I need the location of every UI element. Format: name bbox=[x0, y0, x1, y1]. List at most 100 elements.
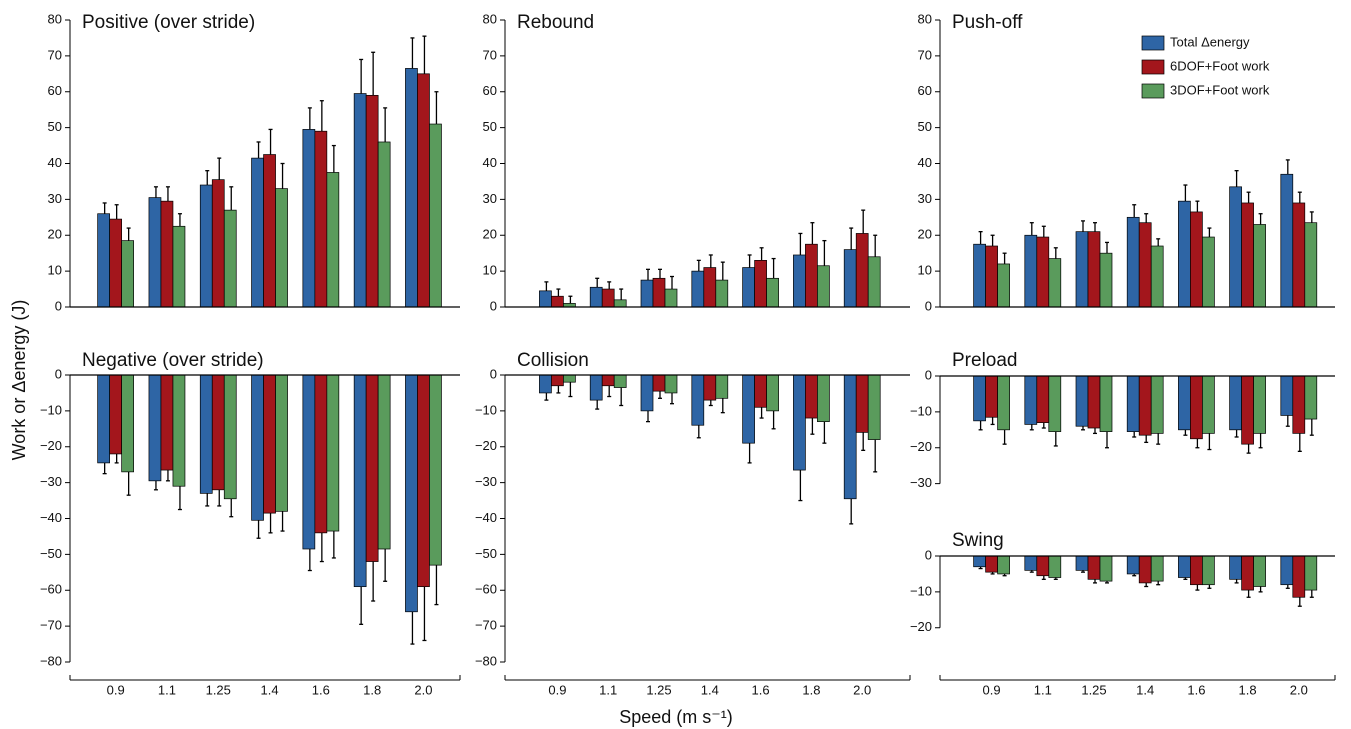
x-tick-label: 1.1 bbox=[599, 682, 617, 697]
bar bbox=[1280, 555, 1294, 586]
bar bbox=[353, 93, 367, 308]
bar bbox=[97, 213, 111, 308]
y-tick-label: −10 bbox=[475, 402, 497, 417]
bar bbox=[1036, 555, 1050, 577]
bar bbox=[1024, 234, 1038, 308]
bar bbox=[703, 267, 717, 308]
bar bbox=[589, 374, 603, 401]
bar bbox=[121, 240, 135, 308]
bar bbox=[1075, 231, 1089, 308]
bar bbox=[867, 256, 881, 308]
x-tick-label: 1.25 bbox=[206, 682, 231, 697]
bar bbox=[640, 279, 654, 308]
bar bbox=[223, 209, 237, 308]
bar bbox=[867, 374, 881, 440]
bar bbox=[275, 188, 288, 308]
bar bbox=[973, 375, 986, 422]
bar bbox=[302, 374, 316, 550]
bar bbox=[109, 218, 123, 308]
y-tick-label: −70 bbox=[475, 618, 497, 633]
y-tick-label: 80 bbox=[918, 11, 932, 26]
bar bbox=[251, 157, 264, 308]
panel-title: Swing bbox=[952, 530, 1004, 551]
bar bbox=[997, 263, 1010, 308]
bar bbox=[817, 374, 830, 422]
x-tick-label: 1.6 bbox=[752, 682, 770, 697]
bar bbox=[377, 141, 391, 308]
bar bbox=[353, 374, 367, 588]
y-tick-label: 50 bbox=[918, 119, 932, 134]
y-tick-label: 0 bbox=[490, 366, 497, 381]
bar bbox=[1075, 375, 1089, 427]
bar bbox=[715, 279, 729, 308]
x-tick-label: 1.8 bbox=[363, 682, 381, 697]
bar bbox=[652, 374, 666, 392]
x-tick-label: 1.6 bbox=[312, 682, 330, 697]
panel-title: Push-off bbox=[952, 12, 1023, 33]
y-tick-label: 80 bbox=[483, 11, 497, 26]
y-tick-label: 80 bbox=[48, 11, 62, 26]
y-tick-label: −10 bbox=[910, 403, 932, 418]
y-tick-label: 70 bbox=[918, 47, 932, 62]
bar bbox=[199, 374, 213, 494]
bar bbox=[664, 374, 678, 394]
x-tick-label: 1.25 bbox=[1081, 682, 1106, 697]
bar bbox=[199, 184, 213, 308]
y-tick-label: 20 bbox=[918, 227, 932, 242]
bar bbox=[1087, 375, 1101, 429]
bar bbox=[1202, 555, 1215, 586]
bar bbox=[1126, 555, 1140, 575]
bar bbox=[1150, 245, 1164, 308]
bar bbox=[429, 374, 442, 566]
bar bbox=[1048, 555, 1062, 578]
bar bbox=[211, 179, 225, 308]
x-tick-label: 2.0 bbox=[414, 682, 432, 697]
bar bbox=[1178, 200, 1191, 308]
y-tick-label: −10 bbox=[910, 583, 932, 598]
bar bbox=[766, 277, 779, 308]
y-tick-label: 0 bbox=[925, 298, 932, 313]
bar bbox=[1202, 375, 1215, 434]
y-tick-label: −80 bbox=[475, 653, 497, 668]
x-tick-label: 1.1 bbox=[1034, 682, 1052, 697]
bar bbox=[365, 94, 379, 308]
y-tick-label: −30 bbox=[475, 474, 497, 489]
bar bbox=[251, 374, 264, 521]
y-tick-label: 50 bbox=[483, 119, 497, 134]
bar bbox=[326, 374, 340, 532]
x-tick-label: 0.9 bbox=[107, 682, 125, 697]
bar bbox=[539, 290, 552, 308]
y-tick-label: −30 bbox=[910, 475, 932, 490]
bar bbox=[429, 123, 442, 308]
x-tick-label: 1.8 bbox=[802, 682, 820, 697]
bar bbox=[1202, 236, 1215, 308]
bar bbox=[1304, 375, 1318, 420]
bar bbox=[843, 249, 857, 308]
bar bbox=[843, 374, 857, 500]
bar bbox=[1253, 555, 1266, 587]
bar bbox=[1229, 186, 1242, 308]
bar bbox=[1099, 555, 1113, 582]
y-tick-label: −60 bbox=[475, 582, 497, 597]
y-tick-label: 30 bbox=[483, 191, 497, 206]
bar bbox=[754, 260, 767, 308]
x-tick-label: 2.0 bbox=[1290, 682, 1308, 697]
y-tick-label: 30 bbox=[48, 191, 62, 206]
bar bbox=[314, 130, 328, 308]
bar bbox=[1190, 375, 1203, 440]
bar bbox=[263, 374, 276, 514]
x-tick-label: 0.9 bbox=[548, 682, 566, 697]
bar bbox=[613, 374, 627, 388]
bar bbox=[985, 555, 998, 573]
bar bbox=[715, 374, 729, 399]
bar bbox=[997, 555, 1010, 575]
y-tick-label: 0 bbox=[925, 547, 932, 562]
y-tick-label: −10 bbox=[40, 402, 62, 417]
x-tick-label: 1.4 bbox=[261, 682, 279, 697]
bar bbox=[1087, 231, 1101, 308]
y-tick-label: −60 bbox=[40, 582, 62, 597]
bar bbox=[1048, 258, 1062, 308]
bar bbox=[652, 277, 666, 308]
x-tick-label: 1.25 bbox=[646, 682, 671, 697]
